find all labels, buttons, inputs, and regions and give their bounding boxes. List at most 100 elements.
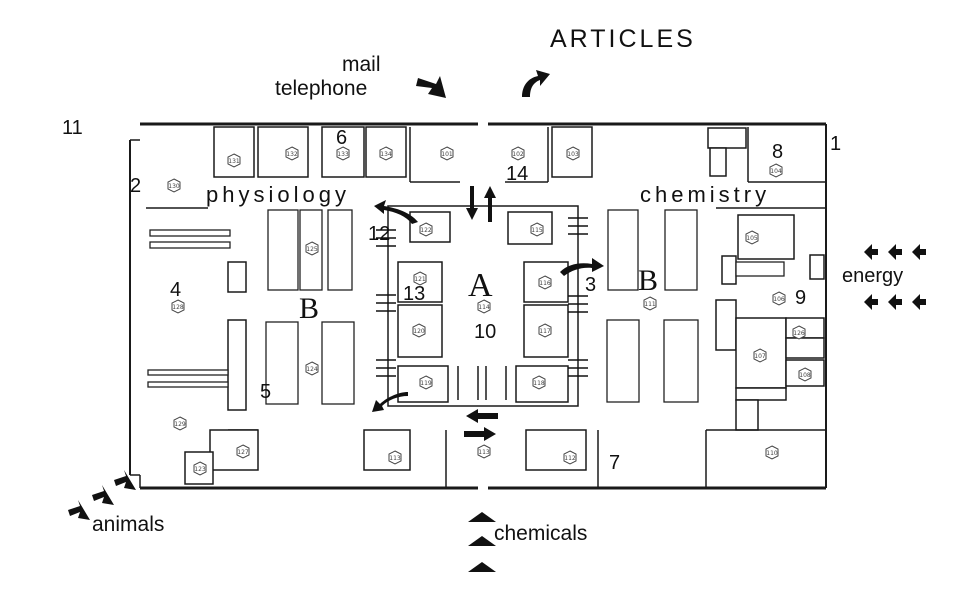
marker-14: 14 bbox=[506, 163, 528, 185]
room-102: 102 bbox=[511, 146, 525, 161]
chemistry-benches bbox=[606, 209, 699, 403]
mail-label: mail bbox=[342, 53, 381, 76]
room-129: 129 bbox=[173, 416, 187, 431]
articles-label: ARTICLES bbox=[550, 25, 696, 53]
room-128: 128 bbox=[171, 299, 185, 314]
room-101: 101 bbox=[440, 146, 454, 161]
telephone-label: telephone bbox=[275, 77, 367, 100]
room-124: 124 bbox=[305, 361, 319, 376]
room-125: 125 bbox=[305, 241, 319, 256]
svg-text:129: 129 bbox=[174, 421, 186, 428]
room-122: 122 bbox=[419, 222, 433, 237]
exit-5-arrow bbox=[372, 392, 408, 412]
animals-label: animals bbox=[92, 513, 164, 536]
marker-12: 12 bbox=[368, 223, 390, 245]
room-120: 120 bbox=[412, 323, 426, 338]
room-115: 115 bbox=[530, 222, 544, 237]
svg-text:108: 108 bbox=[799, 372, 811, 379]
svg-text:106: 106 bbox=[773, 296, 785, 303]
room-133: 133 bbox=[336, 146, 350, 161]
marker-9: 9 bbox=[795, 287, 806, 309]
marker-13: 13 bbox=[403, 283, 425, 305]
room-103: 103 bbox=[566, 146, 580, 161]
room-108: 108 bbox=[798, 367, 812, 382]
energy-label: energy bbox=[842, 265, 903, 287]
room-117: 117 bbox=[538, 323, 552, 338]
svg-text:121: 121 bbox=[414, 276, 426, 283]
svg-text:113: 113 bbox=[389, 455, 401, 462]
entry-12-arrow bbox=[374, 200, 418, 224]
chemicals-arrows bbox=[468, 512, 496, 572]
marker-11: 11 bbox=[62, 117, 83, 139]
svg-text:101: 101 bbox=[441, 151, 453, 158]
room-134: 134 bbox=[379, 146, 393, 161]
circulation-markers: 1 2 3 4 5 6 7 8 9 10 11 12 13 14 bbox=[62, 117, 841, 474]
svg-text:114: 114 bbox=[478, 304, 490, 311]
svg-text:113: 113 bbox=[478, 449, 490, 456]
svg-text:126: 126 bbox=[793, 330, 805, 337]
svg-text:105: 105 bbox=[746, 235, 758, 242]
svg-text:125: 125 bbox=[306, 246, 318, 253]
room-104-top: 104 bbox=[769, 163, 783, 178]
central-down-up-arrows bbox=[466, 186, 496, 222]
top-office-row bbox=[213, 126, 826, 183]
marker-3: 3 bbox=[585, 274, 596, 296]
room-112: 112 bbox=[563, 450, 577, 465]
energy-arrows bbox=[864, 244, 926, 310]
animals-arrows bbox=[68, 470, 136, 520]
room-106: 106 bbox=[772, 291, 786, 306]
svg-text:124: 124 bbox=[306, 366, 318, 373]
room-119: 119 bbox=[419, 375, 433, 390]
room-105: 105 bbox=[745, 230, 759, 245]
svg-text:134: 134 bbox=[380, 151, 392, 158]
room-130: 130 bbox=[167, 178, 181, 193]
room-107: 107 bbox=[753, 348, 767, 363]
svg-text:130: 130 bbox=[168, 183, 180, 190]
svg-text:123: 123 bbox=[194, 466, 206, 473]
physiology-label: physiology bbox=[206, 182, 350, 207]
marker-2: 2 bbox=[130, 175, 141, 197]
marker-4: 4 bbox=[170, 279, 181, 301]
svg-text:127: 127 bbox=[237, 449, 249, 456]
mail-telephone-arrow bbox=[416, 76, 446, 98]
marker-7: 7 bbox=[609, 452, 620, 474]
corridor-arrows bbox=[464, 409, 498, 441]
svg-text:116: 116 bbox=[539, 280, 551, 287]
exit-3-arrow bbox=[560, 258, 604, 276]
room-118: 118 bbox=[532, 375, 546, 390]
room-123: 123 bbox=[193, 461, 207, 476]
central-core bbox=[387, 205, 579, 407]
room-numbers: 131 132 133 134 101 102 103 104 130 128 … bbox=[167, 146, 812, 476]
articles-arrow bbox=[522, 70, 550, 97]
room-116: 116 bbox=[538, 275, 552, 290]
room-110: 110 bbox=[765, 445, 779, 460]
svg-text:110: 110 bbox=[766, 450, 778, 457]
left-wing bbox=[146, 207, 259, 485]
svg-text:104: 104 bbox=[770, 168, 782, 175]
svg-text:119: 119 bbox=[420, 380, 432, 387]
chemicals-label: chemicals bbox=[494, 522, 587, 545]
svg-text:120: 120 bbox=[413, 328, 425, 335]
svg-text:128: 128 bbox=[172, 304, 184, 311]
marker-6: 6 bbox=[336, 127, 347, 149]
room-114: 114 bbox=[477, 299, 491, 314]
marker-8: 8 bbox=[772, 141, 783, 163]
svg-text:107: 107 bbox=[754, 353, 766, 360]
door-ticks bbox=[376, 217, 588, 377]
room-113: 113 bbox=[477, 444, 491, 459]
right-wing bbox=[705, 207, 826, 488]
room-111: 111 bbox=[643, 296, 657, 311]
zone-a-label: A bbox=[468, 267, 493, 304]
room-113-left: 113 bbox=[388, 450, 402, 465]
svg-text:111: 111 bbox=[644, 301, 656, 308]
room-126: 126 bbox=[792, 325, 806, 340]
svg-text:117: 117 bbox=[539, 328, 551, 335]
building-outline bbox=[129, 122, 827, 490]
room-132: 132 bbox=[285, 146, 299, 161]
svg-text:133: 133 bbox=[337, 151, 349, 158]
svg-text:103: 103 bbox=[567, 151, 579, 158]
room-127: 127 bbox=[236, 444, 250, 459]
svg-text:102: 102 bbox=[512, 151, 524, 158]
svg-text:112: 112 bbox=[564, 455, 576, 462]
